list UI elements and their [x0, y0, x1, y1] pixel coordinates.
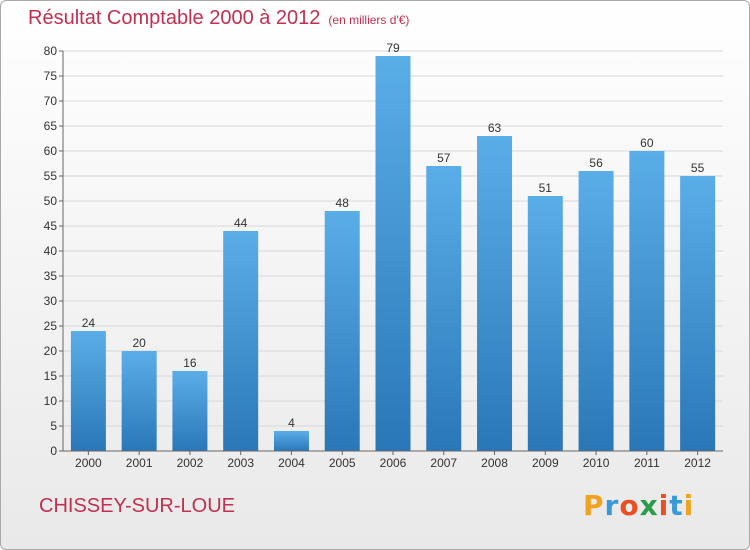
bar — [121, 351, 157, 451]
bar-value-label: 57 — [437, 151, 451, 165]
bar-value-label: 24 — [82, 316, 96, 330]
y-tick-label: 50 — [44, 194, 58, 208]
bar-value-label: 56 — [589, 156, 603, 170]
x-tick-label: 2005 — [329, 456, 356, 470]
logo-letter: i — [683, 489, 695, 522]
x-tick-label: 2004 — [278, 456, 305, 470]
title-text: Résultat Comptable 2000 à 2012 — [28, 7, 321, 29]
logo-letter: x — [639, 489, 659, 522]
y-tick-label: 55 — [44, 169, 58, 183]
x-tick-label: 2000 — [75, 456, 102, 470]
bar-value-label: 79 — [386, 41, 400, 55]
x-tick-label: 2001 — [126, 456, 153, 470]
y-tick-label: 30 — [44, 294, 58, 308]
y-tick-label: 15 — [44, 369, 58, 383]
y-tick-label: 45 — [44, 219, 58, 233]
x-tick-label: 2009 — [532, 456, 559, 470]
bar — [273, 431, 309, 451]
x-tick-label: 2008 — [481, 456, 508, 470]
bar — [578, 171, 614, 451]
y-tick-label: 0 — [50, 444, 57, 458]
logo-letter: i — [658, 489, 670, 522]
y-tick-label: 75 — [44, 69, 58, 83]
y-tick-label: 25 — [44, 319, 58, 333]
y-tick-label: 65 — [44, 119, 58, 133]
y-tick-label: 20 — [44, 344, 58, 358]
bar-value-label: 48 — [336, 196, 350, 210]
chart-title: Résultat Comptable 2000 à 2012 (en millie… — [28, 7, 409, 30]
bar — [172, 371, 208, 451]
y-tick-label: 5 — [50, 419, 57, 433]
proxiti-logo: Proxiti — [583, 489, 694, 522]
bar — [527, 196, 563, 451]
y-tick-label: 35 — [44, 269, 58, 283]
bar-value-label: 44 — [234, 216, 248, 230]
logo-letter: t — [669, 489, 684, 522]
bar-value-label: 16 — [183, 356, 197, 370]
y-tick-label: 70 — [44, 94, 58, 108]
bar-value-label: 51 — [539, 181, 553, 195]
x-tick-label: 2006 — [380, 456, 407, 470]
bar-value-label: 55 — [691, 161, 705, 175]
logo-letter: r — [604, 489, 620, 522]
y-tick-label: 60 — [44, 144, 58, 158]
bar-value-label: 4 — [288, 416, 295, 430]
bar — [375, 56, 411, 451]
x-tick-label: 2012 — [684, 456, 711, 470]
x-tick-label: 2007 — [430, 456, 457, 470]
commune-name: CHISSEY-SUR-LOUE — [39, 495, 235, 517]
bar — [324, 211, 360, 451]
bar — [680, 176, 716, 451]
y-tick-label: 10 — [44, 394, 58, 408]
y-tick-label: 80 — [44, 44, 58, 58]
bar — [223, 231, 259, 451]
y-tick-label: 40 — [44, 244, 58, 258]
bar-value-label: 60 — [640, 136, 654, 150]
x-tick-label: 2010 — [583, 456, 610, 470]
x-tick-label: 2003 — [227, 456, 254, 470]
bar — [629, 151, 665, 451]
x-tick-label: 2011 — [634, 456, 660, 470]
bar — [70, 331, 106, 451]
bar — [477, 136, 513, 451]
bar-value-label: 20 — [132, 336, 146, 350]
chart-subtitle: (en milliers d'€) — [328, 13, 410, 27]
bar — [426, 166, 462, 451]
x-tick-label: 2002 — [177, 456, 204, 470]
bar-value-label: 63 — [488, 121, 502, 135]
logo-letter: o — [619, 489, 640, 522]
axes: 0 5 10 15 20 25 30 35 40 45 50 55 60 65 70 75 80 2000 2001… — [44, 44, 723, 470]
logo-letter: P — [583, 489, 605, 522]
